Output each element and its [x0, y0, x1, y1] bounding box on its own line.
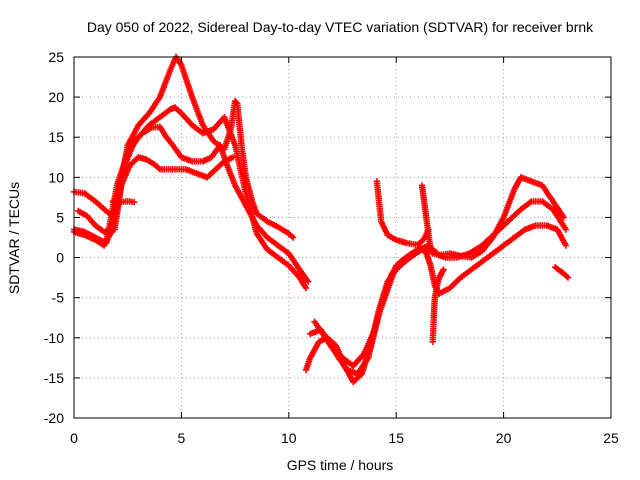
chart-title: Day 050 of 2022, Sidereal Day-to-day VTE…: [87, 19, 594, 35]
series-arc-8: [311, 174, 567, 378]
y-tick-label: -5: [52, 290, 65, 306]
series-markers: [311, 174, 567, 378]
data-marks: [70, 53, 572, 386]
y-tick-label: 25: [48, 49, 64, 65]
x-tick-label: 10: [281, 430, 297, 446]
series-arc-5: [109, 198, 138, 206]
series-arc-10: [418, 182, 436, 257]
series-arc-9: [373, 178, 432, 248]
y-tick-label: 10: [48, 169, 64, 185]
y-tick-label: -20: [44, 410, 64, 426]
y-tick-label: 0: [56, 250, 64, 266]
series-markers: [70, 104, 310, 292]
x-tick-label: 20: [496, 430, 512, 446]
grid-lines: [74, 57, 611, 418]
series-arc-2: [70, 104, 310, 292]
x-tick-label: 5: [178, 430, 186, 446]
series-arc-12: [552, 264, 572, 281]
y-tick-label: -10: [44, 330, 64, 346]
x-tick-label: 25: [603, 430, 619, 446]
series-markers: [418, 182, 436, 257]
series-arc-1: [70, 53, 297, 241]
plot-frame: [73, 56, 612, 419]
y-axis-label: SDTVAR / TECUs: [6, 182, 22, 294]
series-markers: [429, 266, 447, 345]
y-tick-label: 20: [48, 89, 64, 105]
axis-ticks: [73, 56, 612, 419]
series-markers: [552, 264, 572, 281]
y-tick-label: 5: [56, 209, 64, 225]
series-markers: [70, 53, 297, 241]
x-tick-label: 0: [70, 430, 78, 446]
series-arc-11: [429, 266, 447, 345]
series-markers: [109, 198, 138, 206]
y-tick-label: 15: [48, 129, 64, 145]
y-tick-label: -15: [44, 370, 64, 386]
x-tick-label: 15: [388, 430, 404, 446]
series-markers: [373, 178, 432, 248]
tick-labels: 0 5 10 15 20 25 -20 -15 -10 -5 0 5 10 15 20 25: [44, 49, 619, 446]
x-axis-label: GPS time / hours: [287, 457, 394, 473]
